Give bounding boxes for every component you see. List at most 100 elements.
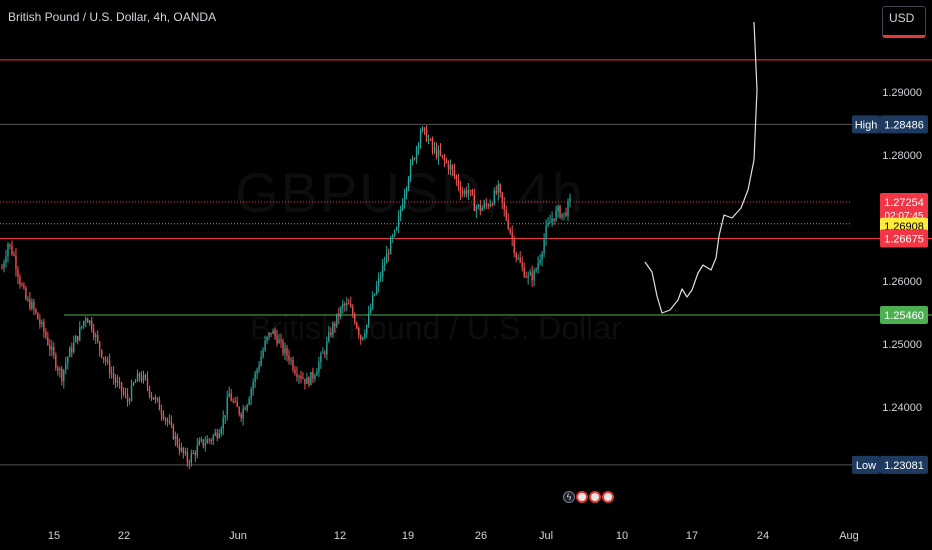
candle-body [288, 355, 290, 361]
projection-drawing[interactable] [644, 21, 758, 314]
candle-body [152, 397, 155, 400]
candle-body [61, 368, 63, 382]
symbol-title[interactable]: British Pound / U.S. Dollar, 4h, OANDA [8, 10, 217, 24]
candle-body [443, 156, 446, 161]
candle-body [246, 404, 248, 410]
us-flag-icon[interactable] [602, 491, 614, 503]
candle-body [314, 375, 316, 379]
y-tick-label: 1.26000 [882, 276, 922, 288]
candle-body [37, 312, 39, 320]
us-flag-icon[interactable] [589, 491, 601, 503]
price-axis[interactable]: 1.29000 1.28000 1.26000 1.25000 1.24000 [882, 87, 922, 414]
candle-body [33, 301, 35, 310]
candle-body [503, 202, 505, 210]
candle-body [65, 363, 67, 370]
candle-body [232, 400, 234, 402]
candle-body [11, 245, 13, 255]
candle-body [150, 394, 153, 398]
time-axis[interactable]: 15 22 Jun 12 19 26 Jul 10 17 24 Aug [48, 530, 859, 542]
candle-body [419, 131, 422, 144]
candle-body [539, 259, 541, 263]
candle-body [188, 462, 191, 464]
candle-body [391, 235, 394, 238]
candle-body [102, 357, 105, 359]
candle-body [35, 309, 37, 313]
candle-body [439, 150, 442, 156]
candle-body [385, 253, 388, 264]
candle-body [144, 375, 147, 379]
candle-body [397, 216, 400, 228]
candle-body [383, 263, 386, 266]
candle-body [106, 360, 109, 362]
lightning-icon[interactable]: ϟ [563, 491, 575, 503]
candle-body [489, 203, 491, 207]
candle-body [278, 339, 280, 344]
candle-body [360, 335, 362, 340]
us-flag-icon[interactable] [576, 491, 588, 503]
support-price-label: 1.25460 [884, 310, 924, 322]
candle-body [260, 357, 262, 366]
candle-body [342, 303, 344, 308]
candle-body [525, 276, 527, 278]
candle-body [493, 190, 495, 205]
resistance-price-label-box [880, 229, 928, 248]
candle-body [206, 439, 208, 444]
candle-body [9, 244, 11, 246]
currency-button[interactable]: USD [882, 6, 926, 38]
candle-body [431, 139, 434, 149]
candle-body [242, 408, 244, 419]
candle-body [405, 187, 408, 195]
candle-body [300, 376, 302, 379]
candle-body [523, 266, 525, 277]
candle-body [326, 341, 328, 355]
candle-body [567, 201, 569, 216]
candle-body [134, 381, 137, 383]
candle-body [92, 329, 95, 337]
candle-body [216, 432, 218, 438]
candle-body [27, 298, 29, 300]
candle-body [45, 331, 47, 338]
candle-body [294, 369, 296, 374]
candle-body [469, 189, 472, 191]
economic-events[interactable]: ϟ [563, 491, 614, 503]
candle-body [126, 394, 129, 402]
candle-body [531, 272, 533, 281]
candle-body [198, 440, 201, 446]
candle-body [433, 147, 436, 149]
candle-body [51, 347, 53, 350]
candle-body [77, 336, 79, 341]
candle-body [557, 206, 559, 211]
candle-body [338, 313, 340, 317]
candle-body [53, 347, 55, 355]
horizontal-levels[interactable] [0, 59, 932, 466]
candle-body [455, 175, 458, 180]
candle-body [356, 322, 358, 329]
last-price-label: 1.27254 [884, 197, 924, 209]
candle-body [346, 303, 348, 306]
candle-body [1, 268, 3, 270]
candle-body [63, 369, 65, 382]
candle-body [459, 186, 462, 194]
candle-body [296, 373, 298, 377]
projection-line[interactable] [644, 21, 758, 314]
candle-body [403, 194, 406, 204]
candle-body [168, 421, 171, 423]
candle-body [435, 147, 438, 158]
candle-body [473, 194, 476, 211]
low-price-label: 1.23081 [884, 460, 924, 472]
candle-body [393, 230, 396, 236]
candle-body [190, 453, 193, 463]
candle-body [228, 393, 230, 398]
candle-body [75, 336, 77, 343]
candle-body [495, 190, 497, 194]
candle-body [104, 358, 107, 362]
candle-body [350, 304, 352, 308]
candle-body [485, 203, 487, 205]
candle-body [334, 323, 336, 326]
candle-body [427, 139, 430, 141]
candle-body [399, 209, 402, 217]
candle-body [290, 359, 292, 361]
candle-body [47, 337, 49, 345]
